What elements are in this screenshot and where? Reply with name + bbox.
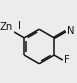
Text: I: I: [18, 21, 21, 31]
Text: Zn: Zn: [0, 22, 13, 32]
Text: N: N: [67, 26, 75, 36]
Text: F: F: [64, 55, 70, 65]
